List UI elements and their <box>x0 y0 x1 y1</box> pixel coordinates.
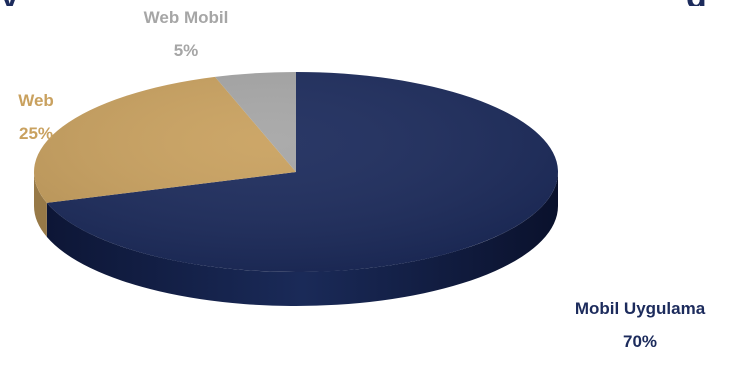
slice-value-label-web: 25% <box>19 124 53 143</box>
slice-name-label-mobil-uygulama: Mobil Uygulama <box>575 299 706 318</box>
slice-side-web <box>34 172 47 237</box>
slice-name-label-web-mobil: Web Mobil <box>144 8 229 27</box>
pie-side-layer <box>34 172 559 306</box>
title-fragment-left: y <box>0 0 19 6</box>
title-fragment-right: g <box>686 0 707 6</box>
chart-title-cropped: y g <box>0 0 731 6</box>
slice-value-label-web-mobil: 5% <box>174 41 199 60</box>
pie-top-shading <box>34 72 558 272</box>
pie-labels-layer: Mobil Uygulama 70% Web 25% Web Mobil 5% <box>18 8 706 351</box>
slice-value-label-mobil-uygulama: 70% <box>623 332 657 351</box>
pie-top-layer <box>33 72 558 272</box>
slice-side-mobil-uygulama <box>46 172 559 306</box>
slice-name-label-web: Web <box>18 91 54 110</box>
